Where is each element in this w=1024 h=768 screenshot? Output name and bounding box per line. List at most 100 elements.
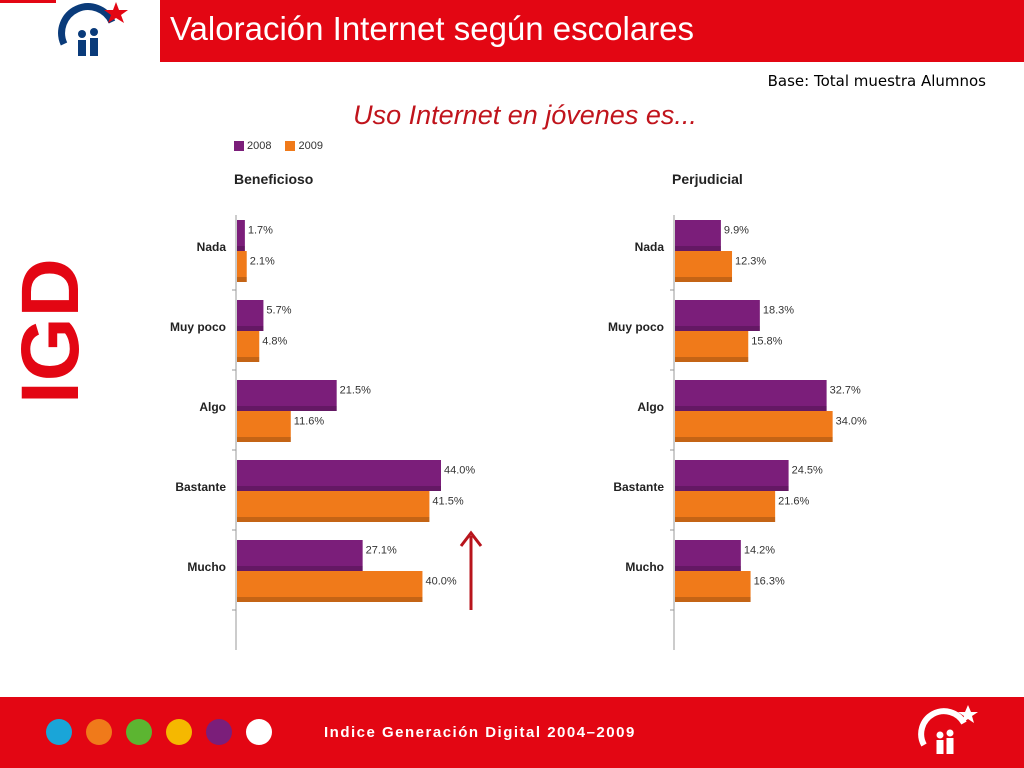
footer-dot-4 xyxy=(166,719,192,745)
perjudicial-data-label: 16.3% xyxy=(754,576,785,588)
beneficioso-bar-2009 xyxy=(237,571,423,602)
perjudicial-bar-2009 xyxy=(675,491,776,522)
beneficioso-bar-shade xyxy=(237,246,245,251)
perjudicial-data-label: 9.9% xyxy=(724,225,749,237)
perjudicial-data-label: 21.6% xyxy=(778,496,809,508)
footer-dot-1 xyxy=(46,719,72,745)
footer-dot-3 xyxy=(126,719,152,745)
beneficioso-bar-2008 xyxy=(237,380,337,411)
perjudicial-bar-2008 xyxy=(675,460,789,491)
beneficioso-data-label: 1.7% xyxy=(248,225,273,237)
legend-swatch-2009 xyxy=(285,141,296,151)
chart-perjudicial: Nada 9.9% 12.3% Muy poco 18.3% 15.8% Algo 32.7%… xyxy=(608,215,867,650)
igd-people-star-logo-icon xyxy=(58,2,128,56)
beneficioso-bar-shade xyxy=(237,437,291,442)
beneficioso-bar-shade xyxy=(237,326,264,331)
perjudicial-data-label: 15.8% xyxy=(751,336,782,348)
perjudicial-data-label: 18.3% xyxy=(763,305,794,317)
beneficioso-bar-shade xyxy=(237,517,430,522)
legend-swatch-2008 xyxy=(234,141,244,151)
perjudicial-data-label: 24.5% xyxy=(792,465,823,477)
side-logo-text: IGD xyxy=(12,258,84,404)
beneficioso-category-label: Bastante xyxy=(175,480,226,494)
beneficioso-bar-2009 xyxy=(237,491,430,522)
footer-dots xyxy=(46,719,272,745)
perjudicial-category-label: Nada xyxy=(635,240,665,254)
beneficioso-data-label: 27.1% xyxy=(366,545,397,557)
perjudicial-bar-shade xyxy=(675,357,749,362)
perjudicial-bar-shade xyxy=(675,277,733,282)
beneficioso-data-label: 5.7% xyxy=(266,305,291,317)
beneficioso-bar-shade xyxy=(237,597,423,602)
perjudicial-bar-shade xyxy=(675,566,741,571)
igd-people-star-logo-icon-footer xyxy=(918,705,978,754)
legend-item-2009: 2009 xyxy=(285,140,323,152)
perjudicial-bar-2009 xyxy=(675,571,751,602)
beneficioso-data-label: 40.0% xyxy=(425,576,456,588)
perjudicial-data-label: 34.0% xyxy=(836,416,867,428)
up-arrow-icon xyxy=(459,530,483,610)
beneficioso-data-label: 4.8% xyxy=(262,336,287,348)
footer-bar: Indice Generación Digital 2004–2009 xyxy=(0,697,1024,768)
beneficioso-data-label: 21.5% xyxy=(340,385,371,397)
beneficioso-category-label: Muy poco xyxy=(170,320,226,334)
perjudicial-bar-2009 xyxy=(675,331,749,362)
beneficioso-category-label: Algo xyxy=(199,400,226,414)
footer-dot-6 xyxy=(246,719,272,745)
beneficioso-data-label: 41.5% xyxy=(432,496,463,508)
beneficioso-bar-shade xyxy=(237,566,363,571)
beneficioso-bar-2008 xyxy=(237,540,363,571)
footer-dot-2 xyxy=(86,719,112,745)
perjudicial-bar-2008 xyxy=(675,540,741,571)
perjudicial-bar-2009 xyxy=(675,251,733,282)
beneficioso-bar-2008 xyxy=(237,220,245,251)
igd-vertical-logo-icon: IGD xyxy=(12,258,84,404)
beneficioso-bar-2008 xyxy=(237,460,441,491)
legend-item-2008: 2008 xyxy=(234,140,271,152)
perjudicial-category-label: Bastante xyxy=(613,480,664,494)
perjudicial-bar-shade xyxy=(675,597,751,602)
chart-subtitle: Uso Internet en jóvenes es... xyxy=(353,100,697,130)
base-note: Base: Total muestra Alumnos xyxy=(767,72,986,90)
beneficioso-bar-shade xyxy=(237,277,247,282)
perjudicial-data-label: 12.3% xyxy=(735,256,766,268)
footer-dot-5 xyxy=(206,719,232,745)
perjudicial-bar-shade xyxy=(675,437,833,442)
beneficioso-data-label: 11.6% xyxy=(294,416,325,428)
beneficioso-bar-2008 xyxy=(237,300,264,331)
legend-label-2009: 2009 xyxy=(298,140,323,152)
chart-legend: 2008 2009 xyxy=(234,140,323,152)
perjudicial-data-label: 32.7% xyxy=(830,385,861,397)
perjudicial-bar-2008 xyxy=(675,300,760,331)
page-title: Valoración Internet según escolares xyxy=(170,10,695,47)
perjudicial-category-label: Algo xyxy=(637,400,664,414)
perjudicial-bar-shade xyxy=(675,486,789,491)
top-accent-line xyxy=(0,0,56,3)
beneficioso-bar-shade xyxy=(237,406,337,411)
beneficioso-bar-shade xyxy=(237,357,260,362)
beneficioso-data-label: 44.0% xyxy=(444,465,475,477)
beneficioso-bar-shade xyxy=(237,486,441,491)
beneficioso-bar-2009 xyxy=(237,331,260,362)
perjudicial-bar-shade xyxy=(675,406,827,411)
legend-label-2008: 2008 xyxy=(247,140,272,152)
beneficioso-category-label: Mucho xyxy=(187,560,226,574)
perjudicial-bar-2009 xyxy=(675,411,833,442)
perjudicial-bar-shade xyxy=(675,246,721,251)
perjudicial-category-label: Mucho xyxy=(625,560,664,574)
perjudicial-bar-shade xyxy=(675,517,776,522)
beneficioso-data-label: 2.1% xyxy=(250,256,275,268)
beneficioso-bar-2009 xyxy=(237,411,291,442)
footer-text: Indice Generación Digital 2004–2009 xyxy=(324,724,636,741)
perjudicial-bar-2008 xyxy=(675,220,721,251)
title-bar: Valoración Internet según escolares xyxy=(160,0,1024,62)
panel-title-beneficioso: Beneficioso xyxy=(234,171,314,187)
perjudicial-bar-2008 xyxy=(675,380,827,411)
perjudicial-category-label: Muy poco xyxy=(608,320,664,334)
beneficioso-bar-2009 xyxy=(237,251,247,282)
panel-title-perjudicial: Perjudicial xyxy=(672,171,743,187)
perjudicial-bar-shade xyxy=(675,326,760,331)
chart-beneficioso: Nada 1.7% 2.1% Muy poco 5.7% 4.8% Algo 21.5% 11.… xyxy=(170,215,475,650)
beneficioso-category-label: Nada xyxy=(197,240,227,254)
perjudicial-data-label: 14.2% xyxy=(744,545,775,557)
